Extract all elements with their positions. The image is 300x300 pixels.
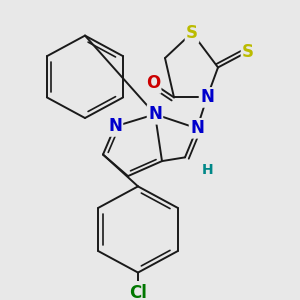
Text: N: N (190, 119, 204, 137)
Text: S: S (242, 43, 254, 61)
Text: S: S (186, 24, 198, 42)
Text: N: N (148, 105, 162, 123)
Text: N: N (200, 88, 214, 106)
Text: Cl: Cl (129, 284, 147, 300)
Text: N: N (108, 117, 122, 135)
Text: H: H (202, 164, 214, 178)
Text: O: O (146, 74, 160, 92)
